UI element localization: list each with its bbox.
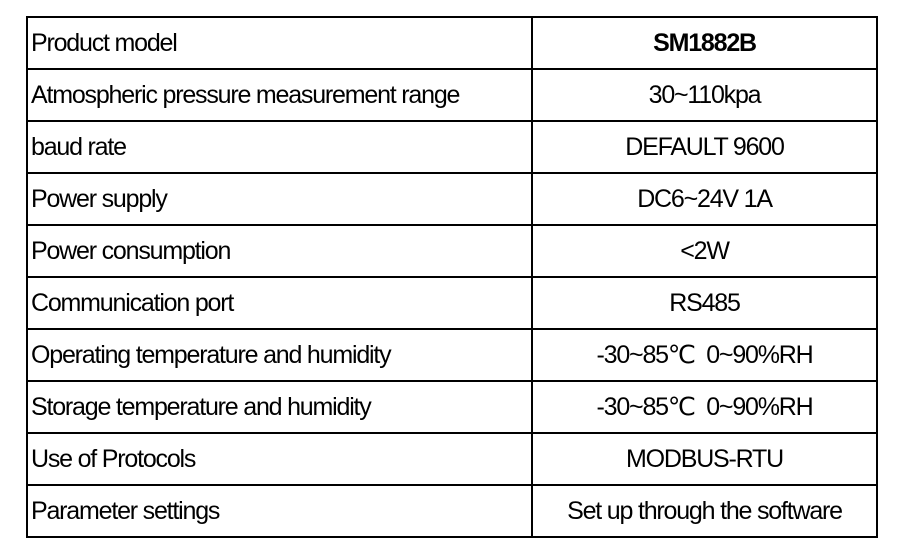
table-row: Communication port RS485 (26, 276, 878, 330)
spec-label: Power supply (26, 172, 533, 226)
spec-value: DEFAULT 9600 (531, 120, 878, 174)
spec-label: Storage temperature and humidity (26, 380, 533, 434)
table-row: Power supply DC6~24V 1A (26, 172, 878, 226)
spec-label: Operating temperature and humidity (26, 328, 533, 382)
spec-label: Communication port (26, 276, 533, 330)
spec-label: Power consumption (26, 224, 533, 278)
spec-value: DC6~24V 1A (531, 172, 878, 226)
spec-value: <2W (531, 224, 878, 278)
table-row: Operating temperature and humidity -30~85… (26, 328, 878, 382)
spec-label: Product model (26, 16, 533, 70)
table-row: Use of Protocols MODBUS-RTU (26, 432, 878, 486)
table-row: Storage temperature and humidity -30~85℃ … (26, 380, 878, 434)
spec-label: baud rate (26, 120, 533, 174)
table-row: baud rate DEFAULT 9600 (26, 120, 878, 174)
spec-value: 30~110kpa (531, 68, 878, 122)
spec-value: Set up through the software (531, 484, 878, 538)
spec-value: -30~85℃ 0~90%RH (531, 328, 878, 382)
table-row: Atmospheric pressure measurement range 30… (26, 68, 878, 122)
spec-label: Use of Protocols (26, 432, 533, 486)
spec-value: -30~85℃ 0~90%RH (531, 380, 878, 434)
spec-value: RS485 (531, 276, 878, 330)
spec-label: Parameter settings (26, 484, 533, 538)
spec-value: MODBUS-RTU (531, 432, 878, 486)
spec-table: Product model SM1882B Atmospheric pressure… (26, 16, 878, 538)
spec-label: Atmospheric pressure measurement range (26, 68, 533, 122)
table-row: Product model SM1882B (26, 16, 878, 70)
table-row: Power consumption <2W (26, 224, 878, 278)
spec-value: SM1882B (531, 16, 878, 70)
table-row: Parameter settings Set up through the sof… (26, 484, 878, 538)
table-body: Product model SM1882B Atmospheric pressure… (26, 16, 878, 538)
